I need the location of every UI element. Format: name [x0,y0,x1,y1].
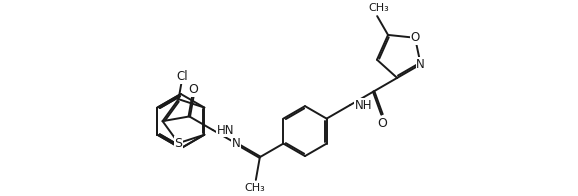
Text: NH: NH [355,99,372,112]
Text: CH₃: CH₃ [368,3,389,13]
Text: CH₃: CH₃ [244,183,265,193]
Text: N: N [232,137,240,150]
Text: O: O [377,117,387,130]
Text: S: S [175,137,183,150]
Text: O: O [188,83,198,96]
Text: Cl: Cl [177,70,188,83]
Text: HN: HN [217,123,235,136]
Text: O: O [410,31,420,44]
Text: N: N [416,58,425,71]
